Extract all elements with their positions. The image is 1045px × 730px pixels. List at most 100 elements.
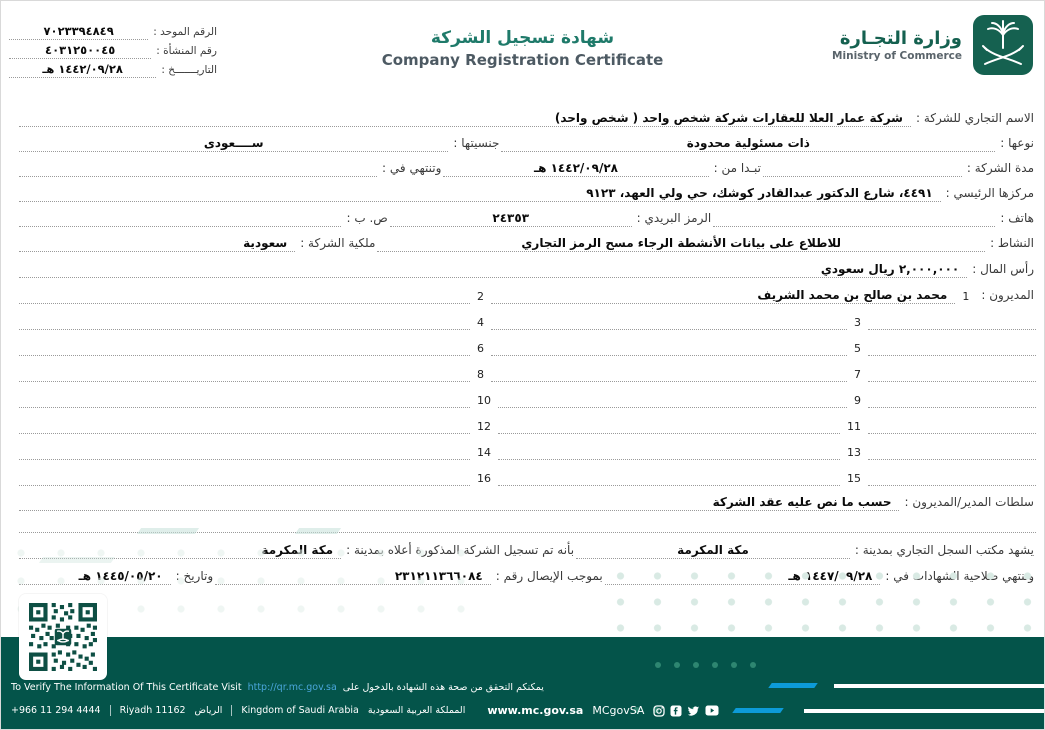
- pobox-label: ص. ب :: [346, 211, 388, 225]
- website-url[interactable]: www.mc.gov.sa: [487, 704, 584, 717]
- phone-postal-pobox-row: هاتف : الرمز البريدي : ٢٤٣٥٣ ص. ب :: [19, 202, 1036, 227]
- duration-row: مدة الشركة : تبـدا من : ١٤٤٢/٠٩/٢٨ هـ وت…: [19, 152, 1036, 177]
- separator: [231, 705, 233, 716]
- empty-dotted-row: [19, 511, 1036, 533]
- activity-label: النشاط :: [990, 236, 1034, 250]
- nationality-value: ســــعودى: [203, 136, 264, 150]
- type-nationality-row: نوعها : ذات مسئولية محدودة جنسيتها : ســ…: [19, 127, 1036, 152]
- decorative-dots: [655, 662, 756, 668]
- title-english: Company Registration Certificate: [381, 51, 664, 69]
- verify-link[interactable]: http://qr.mc.gov.sa: [247, 682, 337, 693]
- manager-number: 13: [847, 446, 861, 459]
- ministry-name-english: Ministry of Commerce: [832, 49, 962, 62]
- decorative-dash: [294, 528, 342, 534]
- decorative-line-white: [834, 684, 1044, 688]
- manager-row-13-14: 13 14: [19, 434, 1036, 460]
- registration-form: الاسم التجاري للشركة : شركة عمار العلا ل…: [19, 102, 1036, 585]
- end-date-label: وتنتهي في :: [382, 161, 442, 175]
- company-type-label: نوعها :: [1000, 136, 1034, 150]
- city-english: Riyadh 11162: [119, 705, 186, 716]
- decorative-dash-blue: [768, 683, 818, 688]
- manager-number: 3: [854, 316, 861, 329]
- phone-label: هاتف :: [1000, 211, 1034, 225]
- contact-line: +966 11 294 4444 Riyadh 11162 الرياض Kin…: [11, 704, 719, 717]
- facility-number-value: ٤٠٣١٢٥٠٠٤٥: [45, 43, 116, 57]
- activity-ownership-row: النشاط : للاطلاع على بيانات الأنشطة الرج…: [19, 227, 1036, 252]
- trade-name-label: الاسم التجاري للشركة :: [915, 111, 1034, 125]
- manager-number: 10: [477, 394, 491, 407]
- registry-office-city: مكة المكرمة: [677, 543, 749, 557]
- separator: [109, 705, 111, 716]
- certificate-ids: الرقم الموحد : ٧٠٢٣٣٩٤٨٤٩ رقم المنشأة : …: [9, 21, 219, 78]
- manager-row-7-8: 7 8: [19, 356, 1036, 382]
- company-type-value: ذات مسئولية محدودة: [686, 136, 810, 150]
- country-arabic: المملكة العربية السعودية: [367, 705, 466, 716]
- capital-row: رأس المال : ٢,٠٠٠,٠٠٠ ريال سعودي: [19, 252, 1036, 278]
- ministry-name-arabic: وزارة التجـارة: [839, 28, 962, 50]
- social-icons: [653, 704, 719, 717]
- facility-number-label: رقم المنشأة :: [156, 45, 217, 57]
- manager-number: 9: [854, 394, 861, 407]
- manager-row-3-4: 3 4: [19, 304, 1036, 330]
- twitter-icon[interactable]: [687, 705, 700, 717]
- capital-label: رأس المال :: [972, 262, 1034, 276]
- certificate-title: شهادة تسجيل الشركة Company Registration …: [1, 28, 1044, 69]
- manager-number: 7: [854, 368, 861, 381]
- certificate-expiry-label: وتنتهي صلاحية الشهادات في :: [885, 569, 1034, 583]
- manager-number: 6: [477, 342, 484, 355]
- ministry-logo-icon: [973, 15, 1033, 75]
- ministry-brand: وزارة التجـارة Ministry of Commerce: [832, 14, 1034, 76]
- verification-qr-code[interactable]: [19, 594, 107, 680]
- manager-number: 12: [477, 420, 491, 433]
- manager-1-name: محمد بن صالح بن محمد الشريف: [757, 288, 948, 302]
- validity-receipt-row: وتنتهي صلاحية الشهادات في : ١٤٤٧/٠٩/٢٨ ه…: [19, 559, 1036, 585]
- ownership-label: ملكية الشركة :: [300, 236, 376, 250]
- manager-number: 16: [477, 472, 491, 485]
- trade-name-row: الاسم التجاري للشركة : شركة عمار العلا ل…: [19, 102, 1036, 127]
- trade-name-value: شركة عمار العلا للعقارات شركة شخص واحد (…: [554, 111, 903, 125]
- manager-number: 11: [847, 420, 861, 433]
- verify-line: To Verify The Information Of This Certif…: [11, 682, 544, 693]
- footer-band: To Verify The Information Of This Certif…: [1, 637, 1044, 729]
- ownership-value: سعودية: [243, 236, 288, 250]
- manager-row-11-12: 11 12: [19, 408, 1036, 434]
- registered-in-city-value: مكة المكرمة: [261, 543, 334, 557]
- manager-powers-value: حسب ما نص عليه عقد الشركة: [712, 495, 892, 509]
- unified-number-row: الرقم الموحد : ٧٠٢٣٣٩٤٨٤٩: [9, 21, 219, 40]
- registry-office-row: يشهد مكتب السجل التجاري بمدينة : مكة الم…: [19, 533, 1036, 559]
- phone-number: +966 11 294 4444: [11, 705, 101, 716]
- receipt-date-value: ١٤٤٥/٠٥/٢٠ هـ: [78, 569, 163, 583]
- capital-value: ٢,٠٠٠,٠٠٠ ريال سعودي: [820, 262, 960, 276]
- social-handle: MCgovSA: [592, 704, 645, 717]
- youtube-icon[interactable]: [705, 705, 719, 716]
- headquarters-label: مركزها الرئيسي :: [945, 186, 1034, 200]
- manager-number: 4: [477, 316, 484, 329]
- registry-office-label: يشهد مكتب السجل التجاري بمدينة :: [854, 543, 1034, 557]
- manager-powers-label: سلطات المدير/المديرون :: [904, 495, 1034, 509]
- instagram-icon[interactable]: [653, 704, 666, 717]
- managers-label: المديرون :: [981, 288, 1034, 302]
- decorative-dash: [38, 557, 116, 563]
- manager-powers-row: سلطات المدير/المديرون : حسب ما نص عليه ع…: [19, 486, 1036, 511]
- manager-row-15-16: 15 16: [19, 460, 1036, 486]
- manager-number: 1: [962, 290, 970, 303]
- manager-number: 2: [477, 290, 484, 303]
- headquarters-row: مركزها الرئيسي : ٤٤٩١، شارع الدكتور عبدا…: [19, 177, 1036, 202]
- decorative-dash-blue: [732, 708, 784, 713]
- manager-number: 14: [477, 446, 491, 459]
- headquarters-value: ٤٤٩١، شارع الدكتور عبدالقادر كوشك، حي ول…: [586, 186, 933, 200]
- manager-row-5-6: 5 6: [19, 330, 1036, 356]
- manager-number: 5: [854, 342, 861, 355]
- start-date-label: تبـدا من :: [713, 161, 761, 175]
- title-arabic: شهادة تسجيل الشركة: [430, 28, 615, 48]
- issue-date-value: ١٤٤٢/٠٩/٢٨ هـ: [42, 62, 123, 76]
- unified-number-label: الرقم الموحد :: [153, 26, 217, 38]
- decorative-line-white: [804, 709, 1044, 713]
- facebook-icon[interactable]: [670, 705, 682, 717]
- registered-in-city-label: بأنه تم تسجيل الشركة المذكورة أعلاه بمدي…: [346, 543, 575, 557]
- nationality-label: جنسيتها :: [453, 136, 500, 150]
- certificate-expiry-value: ١٤٤٧/٠٩/٢٨ هـ: [788, 569, 873, 583]
- manager-number: 8: [477, 368, 484, 381]
- country-english: Kingdom of Saudi Arabia: [241, 705, 359, 716]
